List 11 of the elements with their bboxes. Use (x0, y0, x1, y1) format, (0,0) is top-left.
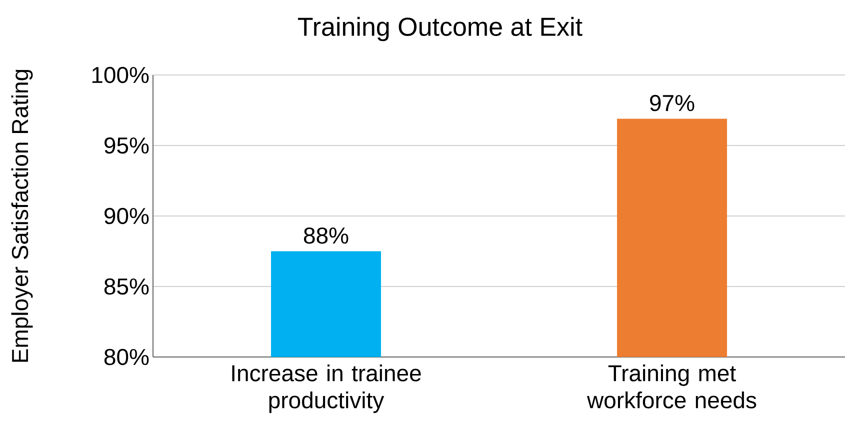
chart-title: Training Outcome at Exit (298, 16, 582, 42)
y-axis-title: Employer Satisfaction Rating (11, 70, 33, 362)
y-tick-label: 85% (104, 278, 149, 295)
data-label: 97% (650, 94, 694, 112)
x-tick-label: Training met workforce needs (586, 364, 756, 408)
y-tick-label: 80% (104, 348, 149, 366)
data-label: 88% (304, 227, 348, 244)
y-tick-label: 95% (104, 137, 149, 154)
x-tick-label: Increase in trainee productivity (232, 364, 421, 413)
y-tick-label: 90% (104, 208, 149, 224)
y-tick-label: 100% (92, 66, 149, 84)
